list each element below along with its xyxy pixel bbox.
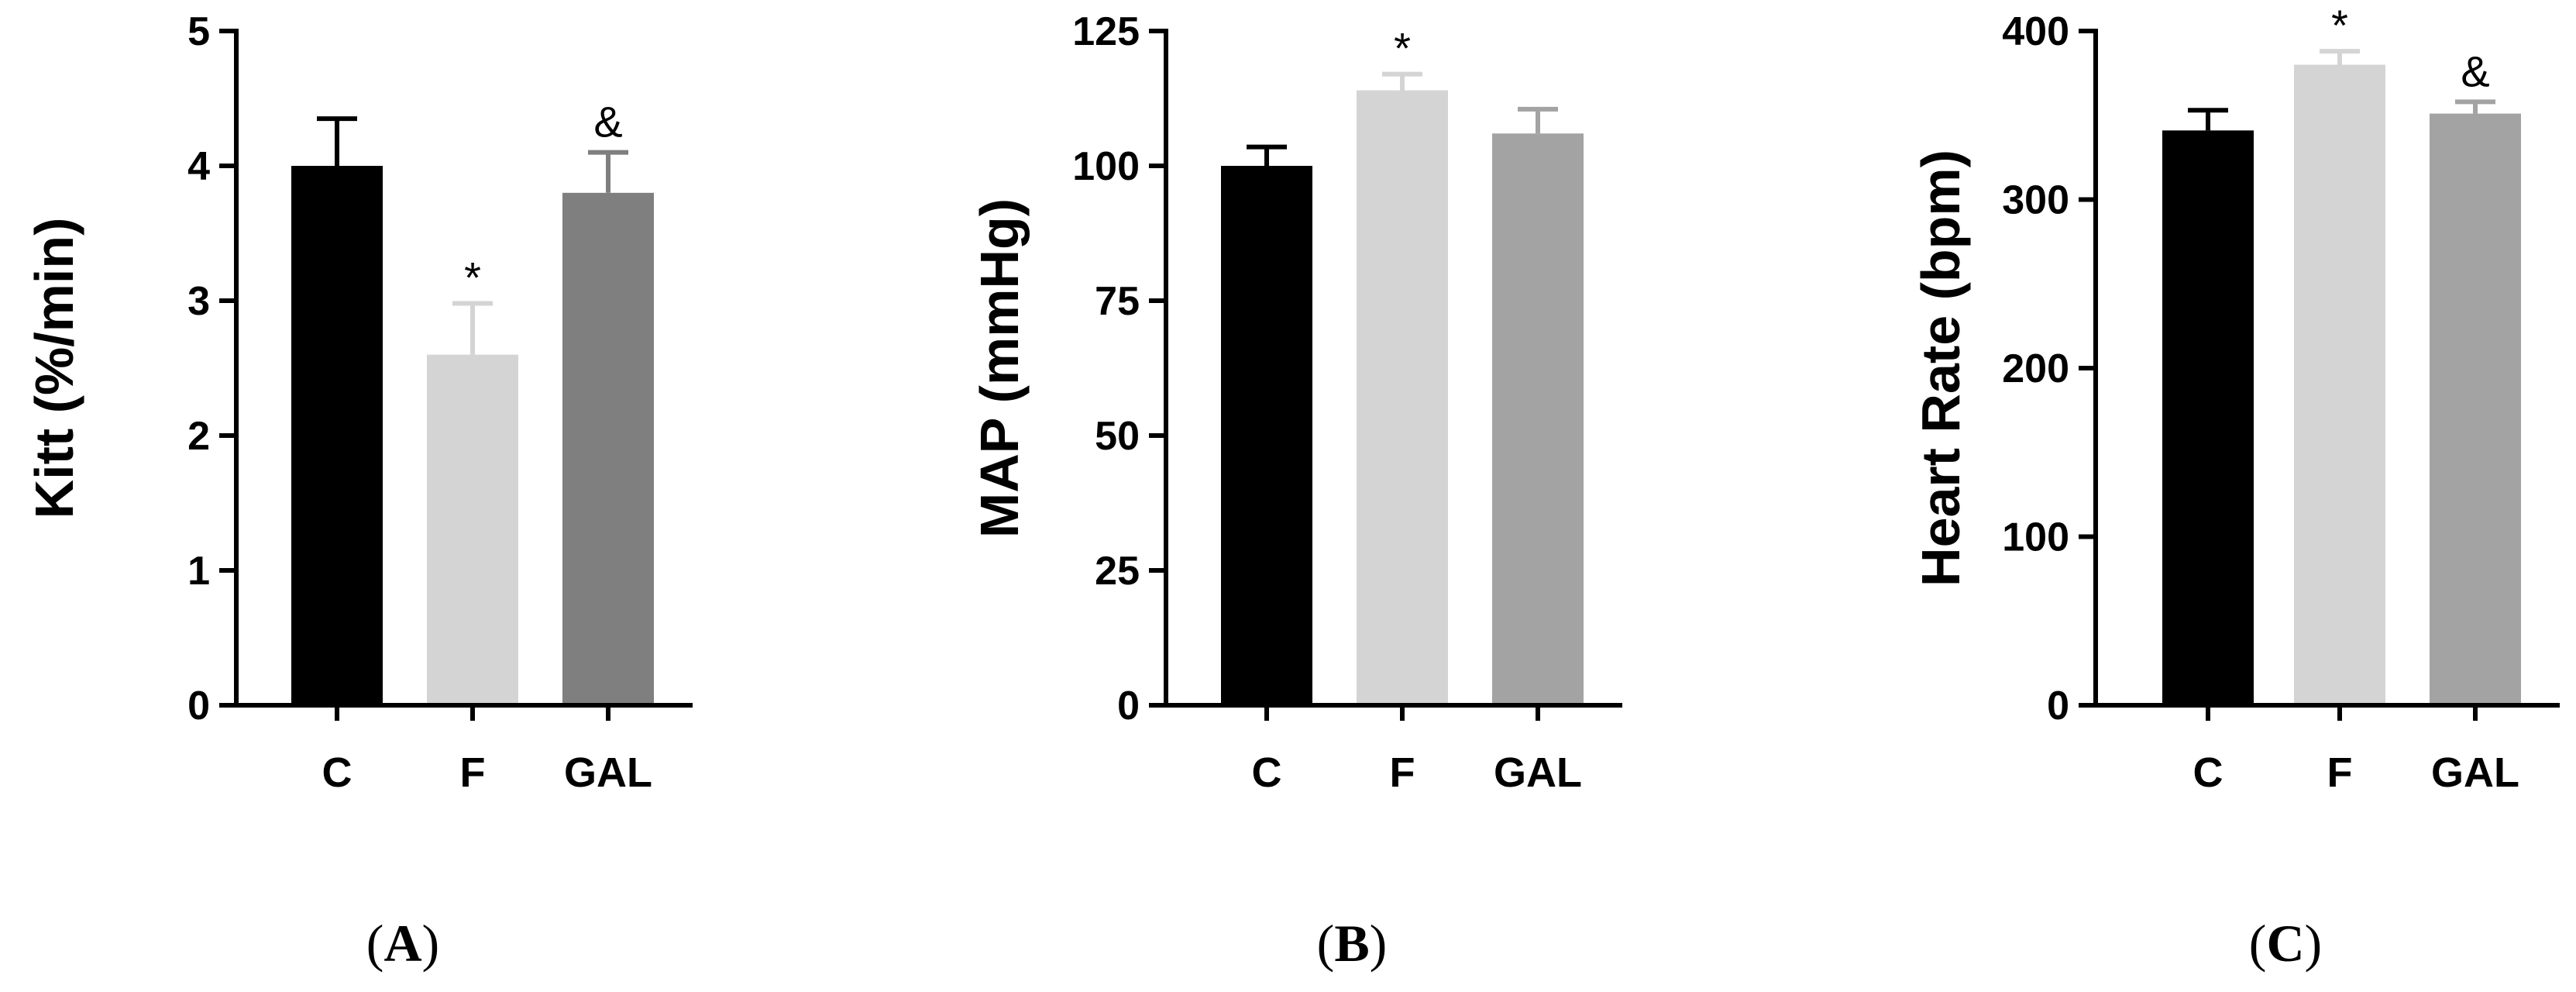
y-tick-label: 1 bbox=[187, 549, 210, 594]
panel-label-open-paren: ( bbox=[2249, 914, 2267, 973]
y-tick-label: 200 bbox=[2002, 346, 2069, 391]
x-tick-label-gal: GAL bbox=[564, 749, 652, 796]
panel-label-open-paren: ( bbox=[1317, 914, 1335, 973]
y-tick-label: 5 bbox=[187, 9, 210, 54]
y-axis-title: MAP (mmHg) bbox=[969, 198, 1030, 538]
bar-gal bbox=[2430, 113, 2521, 705]
y-tick-label: 300 bbox=[2002, 178, 2069, 223]
panel-label-close-paren: ) bbox=[2305, 914, 2323, 973]
bar-gal bbox=[562, 192, 654, 706]
y-tick-label: 100 bbox=[2002, 515, 2069, 560]
chart-panel-a: C * F & GAL 0 1 2 3 4 5 Kitt (%/min) (A) bbox=[24, 9, 693, 973]
panel-label-letter: A bbox=[383, 914, 421, 973]
y-tick-label: 0 bbox=[1117, 684, 1140, 728]
x-tick-label-f: F bbox=[2327, 749, 2353, 796]
y-axis-title: Kitt (%/min) bbox=[24, 218, 84, 519]
y-tick-label: 0 bbox=[2047, 684, 2069, 728]
y-tick-label: 2 bbox=[187, 414, 210, 459]
y-tick-label: 100 bbox=[1072, 144, 1140, 189]
x-tick-label-c: C bbox=[1252, 749, 1282, 796]
x-tick-label-gal: GAL bbox=[2431, 749, 2519, 796]
y-tick-label: 75 bbox=[1095, 279, 1140, 324]
bar-f bbox=[427, 354, 518, 705]
bar-f bbox=[2294, 64, 2385, 705]
y-tick-label: 3 bbox=[187, 279, 210, 324]
y-tick-label: 50 bbox=[1095, 414, 1140, 459]
panel-label-letter: B bbox=[1334, 914, 1369, 973]
x-tick-label-c: C bbox=[2193, 749, 2223, 796]
x-tick-label-c: C bbox=[322, 749, 353, 796]
y-axis-title: Heart Rate (bpm) bbox=[1911, 150, 1971, 587]
panel-label: (A) bbox=[366, 914, 439, 973]
significance-marker-amp-gal: & bbox=[2461, 46, 2489, 95]
significance-marker-f: * bbox=[1394, 24, 1411, 73]
y-tick-label: 25 bbox=[1095, 549, 1140, 594]
y-tick-label: 4 bbox=[187, 144, 210, 189]
panel-label: (C) bbox=[2249, 914, 2322, 973]
bar-c bbox=[1221, 166, 1312, 705]
x-tick-label-f: F bbox=[460, 749, 486, 796]
bar-f bbox=[1357, 90, 1448, 705]
chart-panel-b: C * F GAL 0 25 50 75 100 125 MAP (mmHg) (B) bbox=[969, 9, 1622, 973]
panel-label-close-paren: ) bbox=[1370, 914, 1388, 973]
panel-label-open-paren: ( bbox=[366, 914, 384, 973]
bar-c bbox=[2162, 130, 2254, 705]
y-tick-label: 400 bbox=[2002, 9, 2069, 54]
y-tick-label: 0 bbox=[187, 684, 210, 728]
panel-label-letter: C bbox=[2266, 914, 2304, 973]
panel-label: (B) bbox=[1317, 914, 1388, 973]
bar-c bbox=[291, 166, 383, 705]
x-tick-label-gal: GAL bbox=[1494, 749, 1582, 796]
significance-marker-amp-gal: & bbox=[593, 98, 622, 146]
significance-marker-f: * bbox=[2331, 1, 2348, 50]
bar-gal bbox=[1492, 133, 1584, 706]
significance-marker-f: * bbox=[464, 253, 481, 301]
panel-label-close-paren: ) bbox=[422, 914, 440, 973]
y-tick-label: 125 bbox=[1072, 9, 1140, 54]
x-tick-label-f: F bbox=[1390, 749, 1415, 796]
